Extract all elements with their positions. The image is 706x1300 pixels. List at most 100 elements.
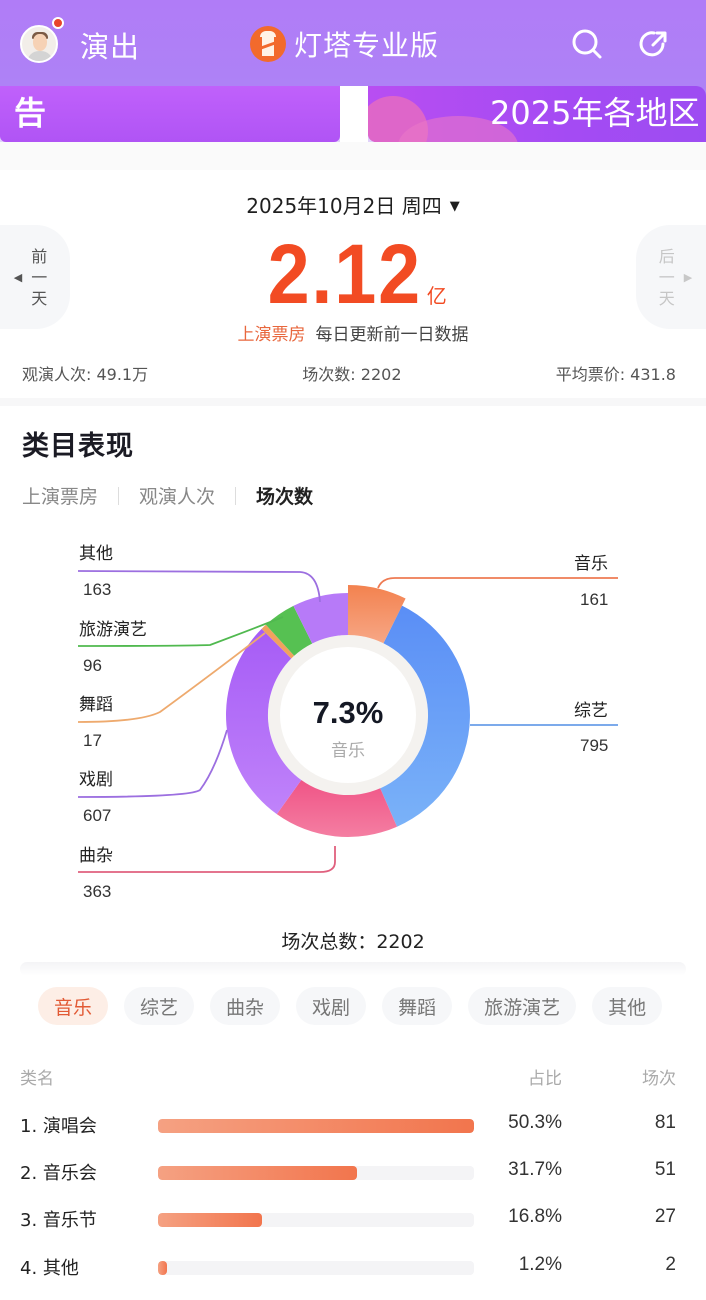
segment-drama: [226, 628, 302, 815]
chip-variety[interactable]: 综艺: [124, 987, 195, 1025]
date-picker[interactable]: 2025年10月2日 周四 ▼: [0, 190, 706, 219]
tab-separator: [235, 486, 237, 505]
attendance-stat: 观演人次: 49.1万: [22, 365, 149, 384]
chip-drama[interactable]: 戏剧: [296, 987, 367, 1025]
legend-value-music: 161: [580, 590, 609, 609]
chip-tourism[interactable]: 旅游演艺: [468, 987, 577, 1025]
table-row[interactable]: 1. 演唱会 50.3% 81: [20, 1112, 676, 1142]
table-header: 类名 占比 场次: [20, 1064, 676, 1089]
stats-row: 观演人次: 49.1万 场次数: 2202 平均票价: 431.8: [22, 361, 676, 385]
row-share: 50.3%: [508, 1112, 562, 1133]
tab-sessions[interactable]: 场次数: [256, 486, 314, 508]
category-chips: 音乐 综艺 曲杂 戏剧 舞蹈 旅游演艺 其他: [38, 987, 678, 1025]
avatar-face: [33, 34, 47, 51]
search-icon: [572, 29, 602, 59]
row-bar-fill: [158, 1261, 168, 1275]
row-bar-track: [158, 1166, 474, 1180]
top-bar: 演出 灯塔专业版: [0, 0, 706, 86]
table-row[interactable]: 3. 音乐节 16.8% 27: [20, 1206, 676, 1236]
row-name: 4. 其他: [20, 1258, 79, 1279]
legend-value-variety: 795: [580, 736, 609, 755]
next-day-button[interactable]: 后一天 ▶: [636, 225, 706, 329]
legend-value-tourism: 96: [83, 656, 102, 675]
caret-right-icon: ▶: [683, 270, 693, 284]
legend-label-dance: 舞蹈: [79, 695, 113, 715]
legend-label-drama: 戏剧: [79, 770, 113, 790]
prev-day-label: 前一天: [31, 246, 48, 308]
chip-dance[interactable]: 舞蹈: [382, 987, 453, 1025]
box-office-total: 2.12 亿: [0, 226, 706, 323]
legend-label-tourism: 旅游演艺: [79, 620, 147, 640]
avatar-body: [27, 51, 53, 61]
header-share: 占比: [528, 1069, 562, 1089]
row-bar-track: [158, 1213, 474, 1227]
row-bar-fill: [158, 1166, 358, 1180]
segment-quyi: [276, 780, 397, 837]
tab-separator: [118, 486, 120, 505]
section-title[interactable]: 演出: [80, 30, 141, 64]
tab-attendance[interactable]: 观演人次: [139, 486, 216, 508]
row-bar-track: [158, 1261, 474, 1275]
table-row[interactable]: 2. 音乐会 31.7% 51: [20, 1159, 676, 1189]
box-office-caption: 上演票房 每日更新前一日数据: [0, 320, 706, 345]
row-name: 2. 音乐会: [20, 1163, 97, 1184]
metric-tabs: 上演票房 观演人次 场次数: [22, 482, 313, 509]
banner-left-text: 告: [14, 94, 47, 132]
caret-down-icon: ▼: [449, 199, 460, 214]
date-label: 2025年10月2日 周四: [246, 194, 442, 218]
row-share: 1.2%: [518, 1254, 562, 1275]
category-title: 类目表现: [22, 431, 134, 462]
box-office-value: 2.12: [267, 227, 423, 321]
avatar[interactable]: [20, 25, 58, 63]
banner-right[interactable]: 2025年各地区: [368, 86, 706, 142]
segment-music: [348, 585, 406, 644]
prev-day-button[interactable]: ◀ 前一天: [0, 225, 70, 329]
sessions-total: 场次总数：2202: [281, 931, 425, 953]
legend-label-quyi: 曲杂: [79, 846, 113, 866]
banner-gap: [340, 86, 368, 142]
header-name: 类名: [20, 1069, 54, 1089]
section-divider: [0, 398, 706, 406]
brand-name: 灯塔专业版: [294, 29, 440, 62]
notification-dot: [52, 17, 64, 29]
donut-center-name: 音乐: [331, 741, 365, 761]
legend-label-music: 音乐: [574, 554, 608, 574]
page-strip: [0, 142, 706, 170]
table-row[interactable]: 4. 其他 1.2% 2: [20, 1254, 676, 1284]
row-count: 81: [654, 1112, 676, 1133]
row-bar-track: [158, 1119, 474, 1133]
brand: 灯塔专业版: [250, 24, 439, 64]
next-day-label: 后一天: [658, 246, 675, 308]
chip-quyi[interactable]: 曲杂: [210, 987, 281, 1025]
legend-value-other: 163: [83, 580, 112, 599]
search-button[interactable]: [567, 24, 607, 64]
legend-value-dance: 17: [83, 731, 102, 750]
banner-right-text: 2025年各地区: [490, 94, 700, 132]
caret-left-icon: ◀: [13, 270, 23, 284]
tab-box-office[interactable]: 上演票房: [22, 486, 99, 508]
chip-other[interactable]: 其他: [592, 987, 663, 1025]
row-share: 16.8%: [508, 1206, 562, 1227]
donut-center-percent: 7.3%: [312, 695, 384, 730]
row-name: 3. 音乐节: [20, 1210, 97, 1231]
donut-chart: 其他 163 旅游演艺 96 舞蹈 17 戏剧 607 曲杂 363 音乐 16…: [0, 530, 706, 910]
row-share: 31.7%: [508, 1159, 562, 1180]
box-office-label: 上演票房: [237, 325, 306, 345]
lighthouse-logo-icon: [250, 26, 286, 62]
summary-card: 2025年10月2日 周四 ▼ ◀ 前一天 后一天 ▶ 2.12 亿 上演票房 每日更…: [0, 170, 706, 398]
segment-dance: [261, 624, 295, 659]
chip-music[interactable]: 音乐: [38, 987, 109, 1025]
header-count: 场次: [642, 1069, 676, 1089]
share-button[interactable]: [634, 24, 674, 64]
update-note: 每日更新前一日数据: [315, 325, 469, 345]
chip-bar-shadow: [20, 962, 686, 976]
legend-label-variety: 综艺: [574, 701, 608, 721]
banner-left[interactable]: 告: [0, 86, 340, 142]
segment-other: [293, 593, 348, 644]
segment-variety: [380, 605, 470, 827]
avg-price-stat: 平均票价: 431.8: [555, 365, 676, 384]
row-count: 27: [654, 1206, 676, 1227]
legend-value-quyi: 363: [83, 882, 112, 901]
share-icon: [639, 31, 667, 57]
row-count: 51: [654, 1159, 676, 1180]
